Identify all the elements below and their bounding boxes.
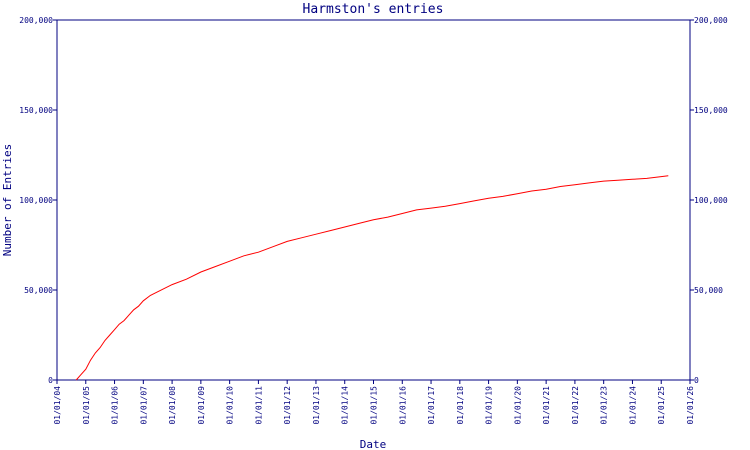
x-tick-label: 01/01/22 xyxy=(571,386,580,425)
y-tick-label-left: 150,000 xyxy=(19,106,53,115)
x-tick-label: 01/01/19 xyxy=(485,386,494,425)
y-tick-label-right: 50,000 xyxy=(694,286,723,295)
y-tick-label-left: 50,000 xyxy=(24,286,53,295)
y-axis-left: 0 50,000 100,000 150,000 200,000 xyxy=(19,16,57,385)
y-tick-label-right: 0 xyxy=(694,376,699,385)
x-tick-label: 01/01/13 xyxy=(312,386,321,425)
x-tick-label: 01/01/23 xyxy=(600,386,609,425)
x-tick-label: 01/01/21 xyxy=(542,386,551,425)
y-tick-label-right: 200,000 xyxy=(694,16,728,25)
x-axis-label: Date xyxy=(360,438,387,450)
x-tick-label: 01/01/04 xyxy=(53,386,62,425)
x-axis: 01/01/04 01/01/05 01/01/06 01/01/07 01/01/08… xyxy=(53,380,695,425)
chart-title: Harmston's entries xyxy=(303,2,444,17)
x-tick-label: 01/01/26 xyxy=(686,386,695,425)
x-tick-label: 01/01/14 xyxy=(341,386,350,425)
x-tick-label: 01/01/05 xyxy=(82,386,91,425)
series-line xyxy=(75,175,669,381)
x-tick-label: 01/01/18 xyxy=(456,386,465,425)
y-tick-label-left: 100,000 xyxy=(19,196,53,205)
x-tick-label: 01/01/15 xyxy=(370,386,379,425)
x-tick-label: 01/01/20 xyxy=(513,386,522,425)
x-tick-label: 01/01/24 xyxy=(628,386,637,425)
x-tick-label: 01/01/10 xyxy=(226,386,235,425)
x-tick-label: 01/01/08 xyxy=(168,386,177,425)
x-tick-label: 01/01/12 xyxy=(283,386,292,425)
y-axis-label: Number of Entries xyxy=(1,144,14,257)
y-axis-right: 0 50,000 100,000 150,000 200,000 xyxy=(690,16,728,385)
y-tick-label-left: 200,000 xyxy=(19,16,53,25)
x-tick-label: 01/01/11 xyxy=(254,386,263,425)
x-tick-label: 01/01/17 xyxy=(427,386,436,425)
y-tick-label-right: 100,000 xyxy=(694,196,728,205)
x-tick-label: 01/01/25 xyxy=(657,386,666,425)
plot-frame xyxy=(56,19,691,381)
y-tick-label-right: 150,000 xyxy=(694,106,728,115)
x-tick-label: 01/01/16 xyxy=(398,386,407,425)
y-tick-label-left: 0 xyxy=(48,376,53,385)
x-tick-label: 01/01/07 xyxy=(139,386,148,425)
x-tick-label: 01/01/09 xyxy=(197,386,206,425)
x-tick-label: 01/01/06 xyxy=(111,386,120,425)
